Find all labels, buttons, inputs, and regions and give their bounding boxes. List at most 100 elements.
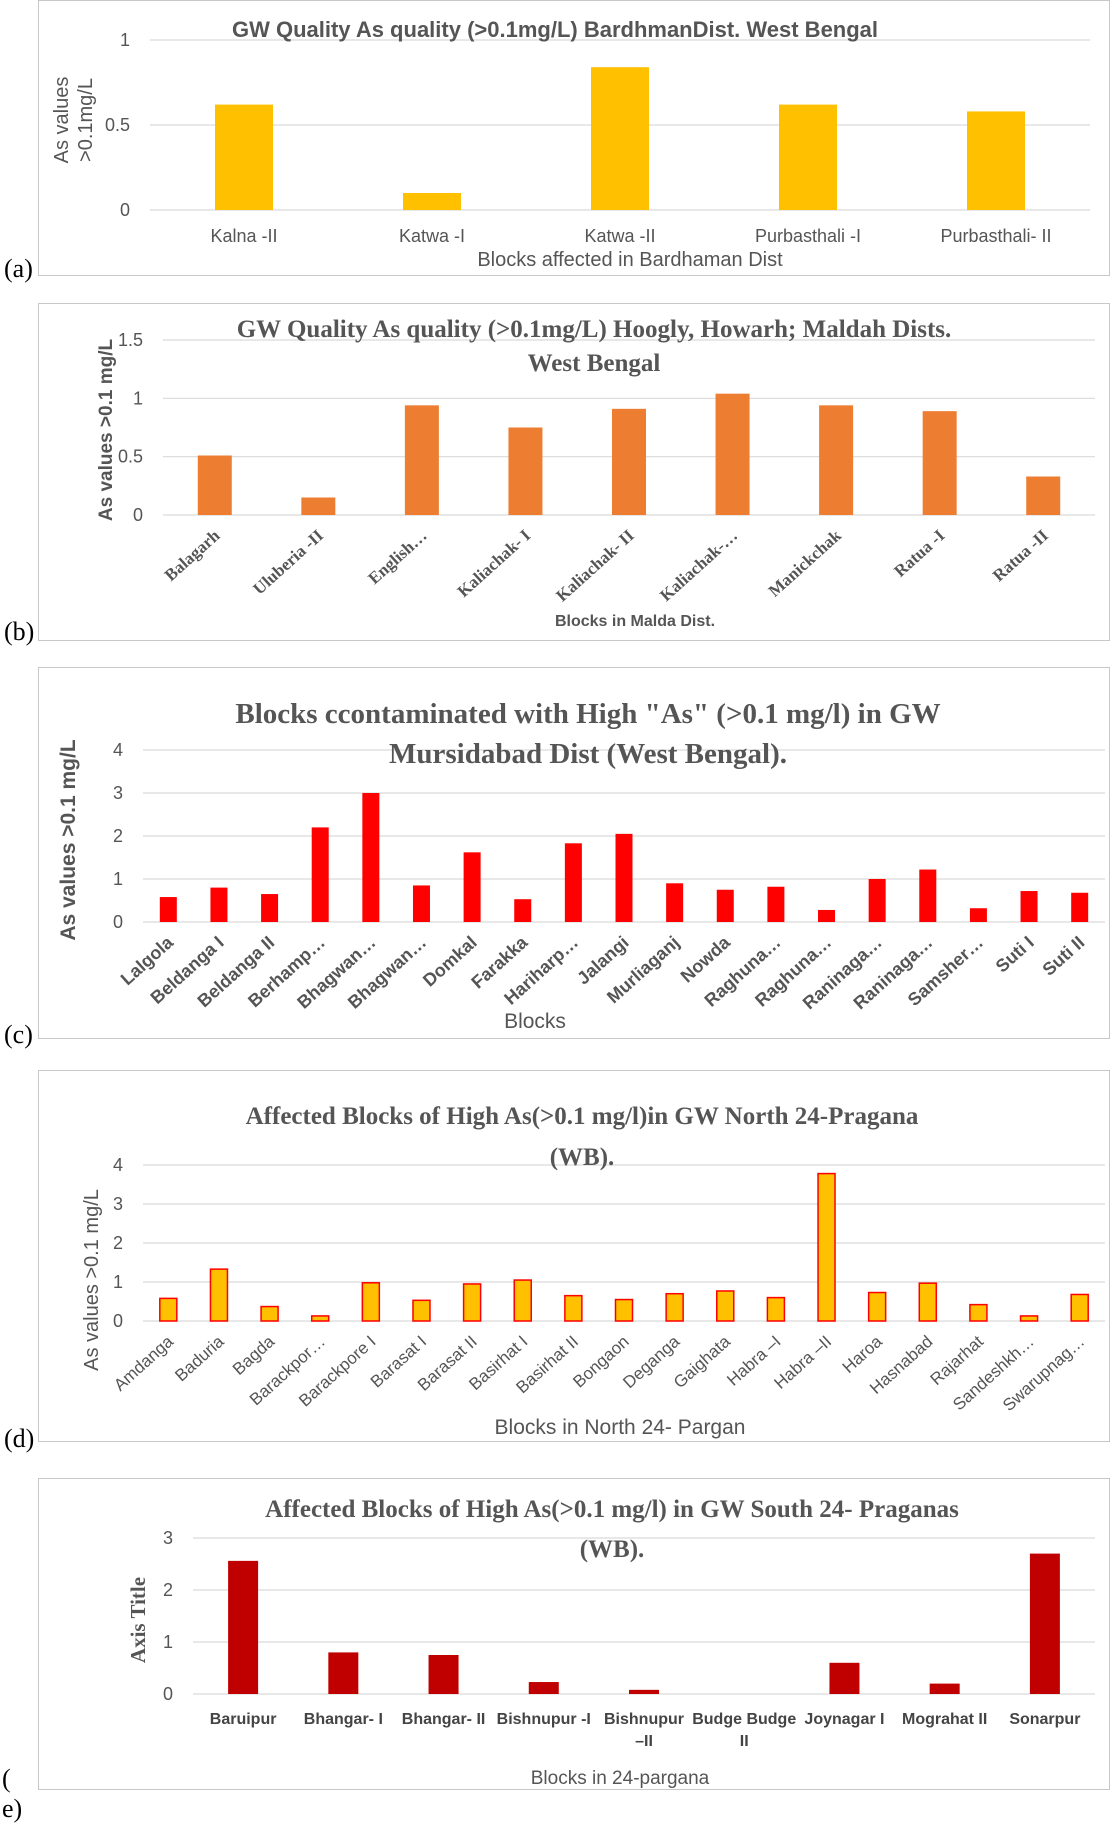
y-tick-label: 1 — [163, 1632, 173, 1652]
bar — [1020, 891, 1038, 922]
y-tick-label: 3 — [163, 1528, 173, 1548]
bar — [328, 1652, 359, 1694]
bar — [528, 1682, 559, 1694]
bar — [818, 909, 836, 922]
y-tick-label: 1 — [120, 30, 130, 50]
x-axis-label: Blocks in North 24- Pargan — [495, 1416, 746, 1439]
panel-label-a: (a) — [4, 254, 33, 283]
bar — [310, 1315, 330, 1322]
bar — [591, 67, 649, 210]
bar — [919, 869, 937, 922]
bar — [829, 1662, 860, 1694]
x-axis-label: Blocks in Malda Dist. — [555, 613, 715, 630]
bar — [428, 1655, 459, 1694]
bar — [629, 1689, 659, 1694]
chart-title: Affected Blocks of High As(>0.1 mg/l)in … — [246, 1103, 919, 1171]
bar — [261, 894, 279, 922]
bar — [969, 908, 987, 922]
chart-title: Blocks ccontaminated with High "As" (>0.… — [235, 698, 940, 770]
bar — [514, 899, 532, 922]
y-axis-label: As values >0.1 mg/L — [81, 1189, 103, 1371]
bar — [412, 885, 430, 922]
y-tick-label: 0.5 — [118, 447, 143, 467]
y-tick-label: 0.5 — [105, 115, 130, 135]
x-tick-label: Bishnupur -I — [497, 1711, 591, 1728]
bar — [463, 852, 481, 922]
bar — [766, 1296, 786, 1322]
y-tick-label: 4 — [113, 740, 123, 760]
y-tick-label: 0 — [113, 1311, 123, 1331]
y-tick-label: 0 — [113, 912, 123, 932]
bar — [665, 1292, 684, 1322]
x-tick-label: Sonarpur — [1009, 1711, 1080, 1728]
bar — [969, 1303, 988, 1322]
bar — [197, 455, 232, 515]
bar — [564, 843, 582, 922]
bar — [1029, 1553, 1060, 1694]
bar — [508, 427, 543, 515]
y-tick-label: 0 — [120, 200, 130, 220]
bar — [311, 827, 329, 922]
bar — [817, 1172, 836, 1322]
y-tick-label: 1 — [133, 388, 143, 408]
y-tick-label: 4 — [113, 1155, 123, 1175]
bar — [159, 1297, 178, 1322]
bar — [929, 1683, 960, 1694]
chart-frame-d — [38, 1070, 1110, 1442]
y-tick-label: 1.5 — [118, 330, 143, 350]
bar — [228, 1560, 259, 1694]
bar — [666, 883, 684, 922]
bar — [215, 104, 273, 210]
x-tick-label: Purbasthali- II — [940, 226, 1051, 246]
bar — [260, 1305, 279, 1322]
y-tick-label: 3 — [113, 1194, 123, 1214]
y-axis-label: As values >0.1 mg/L — [57, 739, 80, 941]
x-tick-label: Katwa -I — [399, 226, 465, 246]
bar — [767, 886, 785, 922]
bar — [209, 1268, 229, 1322]
bar — [1019, 1315, 1039, 1322]
y-tick-label: 2 — [113, 826, 123, 846]
bar — [301, 497, 336, 515]
y-tick-label: 0 — [163, 1684, 173, 1704]
x-tick-label: Mograhat II — [902, 1711, 987, 1728]
bar — [412, 1299, 431, 1322]
y-tick-label: 1 — [113, 869, 123, 889]
y-tick-label: 0 — [133, 505, 143, 525]
bar — [967, 111, 1025, 210]
bar — [922, 411, 957, 515]
chart-a: 0 0.5 1 Kalna -II Katwa -I Katwa -II Purbastha… — [51, 17, 1090, 271]
bar — [1071, 892, 1089, 922]
bar — [210, 887, 228, 922]
x-tick-label: Bhangar- I — [304, 1711, 383, 1728]
bar — [513, 1279, 532, 1322]
bar — [159, 897, 177, 922]
bar — [819, 405, 854, 515]
y-tick-label: 2 — [163, 1580, 173, 1600]
x-tick-label: Budge Budge II — [692, 1711, 796, 1750]
bar — [715, 393, 750, 515]
bar — [1026, 476, 1061, 515]
bar — [615, 833, 633, 922]
x-tick-label: Joynagar I — [804, 1711, 884, 1728]
chart-title: GW Quality As quality (>0.1mg/L) Bardhma… — [232, 17, 878, 42]
bar — [612, 408, 646, 515]
chart-title: GW Quality As quality (>0.1mg/L) Hoogly,… — [237, 316, 952, 377]
bar — [362, 793, 380, 922]
x-tick-label: Bishnupur –II — [604, 1711, 684, 1750]
bar — [716, 1290, 735, 1322]
panel-label-d: (d) — [4, 1424, 35, 1453]
y-axis-label: As values >0.1mg/L — [51, 77, 97, 164]
chart-title: Affected Blocks of High As(>0.1 mg/l) in… — [265, 1496, 959, 1563]
chart-frame-e — [38, 1478, 1110, 1790]
y-tick-label: 1 — [113, 1272, 123, 1292]
bar — [779, 104, 837, 210]
x-tick-label: Bhangar- II — [402, 1711, 486, 1728]
bar — [614, 1298, 634, 1322]
x-tick-label: Katwa -II — [584, 226, 655, 246]
y-tick-label: 3 — [113, 783, 123, 803]
